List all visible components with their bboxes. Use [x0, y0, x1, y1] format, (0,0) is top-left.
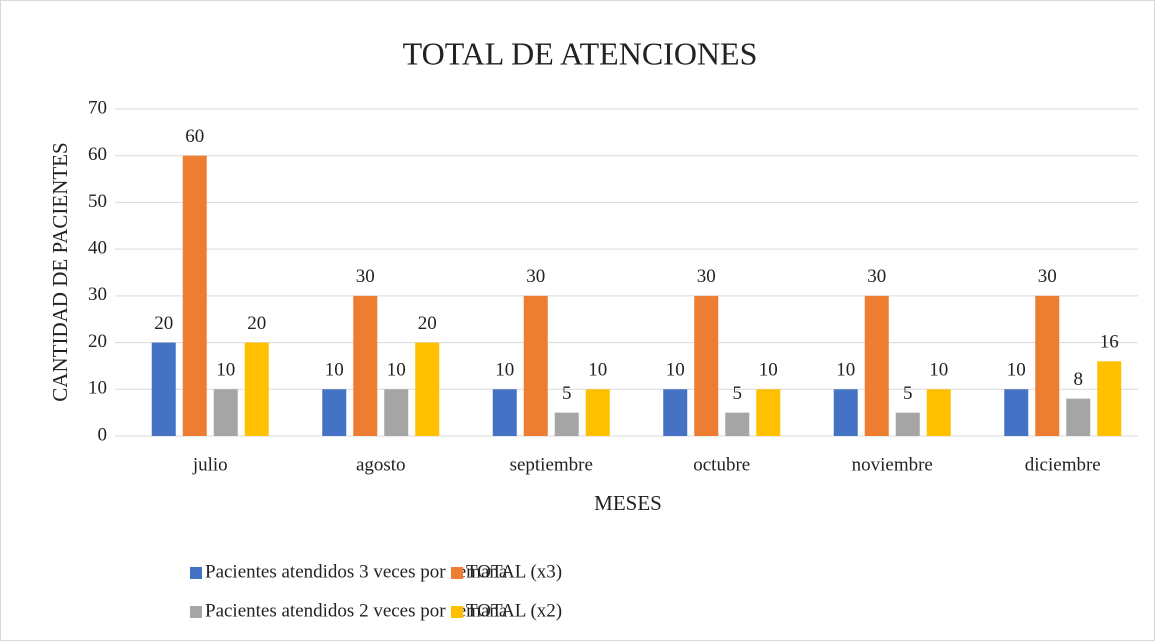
y-tick-label: 50	[88, 191, 107, 212]
bar	[492, 389, 517, 436]
data-label: 5	[562, 383, 572, 404]
x-tick-label: septiembre	[510, 454, 593, 475]
legend-label: Pacientes atendidos 3 veces por semana	[205, 561, 508, 582]
data-label: 10	[1007, 360, 1026, 381]
bar	[694, 295, 719, 436]
bar	[864, 295, 889, 436]
y-tick-label: 30	[88, 284, 107, 305]
y-tick-label: 0	[98, 424, 108, 445]
data-label: 60	[185, 126, 204, 147]
data-label: 10	[836, 360, 855, 381]
bar	[1004, 389, 1029, 436]
legend-swatch	[451, 567, 463, 579]
data-label: 10	[216, 360, 235, 381]
bar	[1066, 398, 1091, 436]
bar	[415, 342, 440, 436]
x-tick-label: noviembre	[852, 454, 933, 475]
data-label: 10	[588, 360, 607, 381]
y-tick-label: 20	[88, 331, 107, 352]
bar	[926, 389, 951, 436]
legend-label: Pacientes atendidos 2 veces por semana	[205, 600, 508, 621]
x-tick-label: octubre	[693, 454, 750, 475]
data-label: 8	[1074, 369, 1084, 390]
data-label: 20	[154, 313, 173, 334]
bar	[833, 389, 858, 436]
data-label: 10	[666, 360, 685, 381]
x-tick-label: julio	[192, 454, 228, 475]
bar	[353, 295, 378, 436]
bar	[213, 389, 238, 436]
y-tick-label: 70	[88, 97, 107, 118]
data-label: 20	[247, 313, 266, 334]
data-label: 30	[356, 266, 375, 287]
data-label: 30	[867, 266, 886, 287]
bar	[244, 342, 269, 436]
legend-swatch	[451, 606, 463, 618]
y-tick-label: 40	[88, 238, 107, 259]
data-label: 10	[387, 360, 406, 381]
x-tick-label: diciembre	[1025, 454, 1101, 475]
data-label: 30	[526, 266, 545, 287]
bar	[895, 412, 920, 436]
bar	[663, 389, 688, 436]
bar	[322, 389, 347, 436]
data-label: 30	[697, 266, 716, 287]
x-axis-label: MESES	[594, 491, 662, 515]
bar	[1035, 295, 1060, 436]
bar	[725, 412, 750, 436]
y-axis-label: CANTIDAD DE PACIENTES	[48, 142, 72, 401]
bar	[554, 412, 579, 436]
y-tick-label: 10	[88, 378, 107, 399]
bar	[756, 389, 781, 436]
legend-label: TOTAL (x2)	[466, 600, 562, 621]
x-tick-label: agosto	[356, 454, 406, 475]
data-label: 5	[903, 383, 913, 404]
bar	[585, 389, 610, 436]
data-label: 10	[325, 360, 344, 381]
legend-swatch	[190, 606, 202, 618]
data-label: 30	[1038, 266, 1057, 287]
bar	[1097, 361, 1122, 436]
data-label: 16	[1100, 332, 1119, 353]
data-label: 10	[759, 360, 778, 381]
chart-title: TOTAL DE ATENCIONES	[403, 35, 758, 71]
data-label: 10	[929, 360, 948, 381]
bar	[523, 295, 548, 436]
bar	[151, 342, 176, 436]
legend-swatch	[190, 567, 202, 579]
data-label: 20	[418, 313, 437, 334]
data-label: 10	[495, 360, 514, 381]
bar	[384, 389, 409, 436]
y-tick-label: 60	[88, 144, 107, 165]
legend-label: TOTAL (x3)	[466, 561, 562, 582]
bar	[182, 155, 207, 436]
data-label: 5	[733, 383, 743, 404]
